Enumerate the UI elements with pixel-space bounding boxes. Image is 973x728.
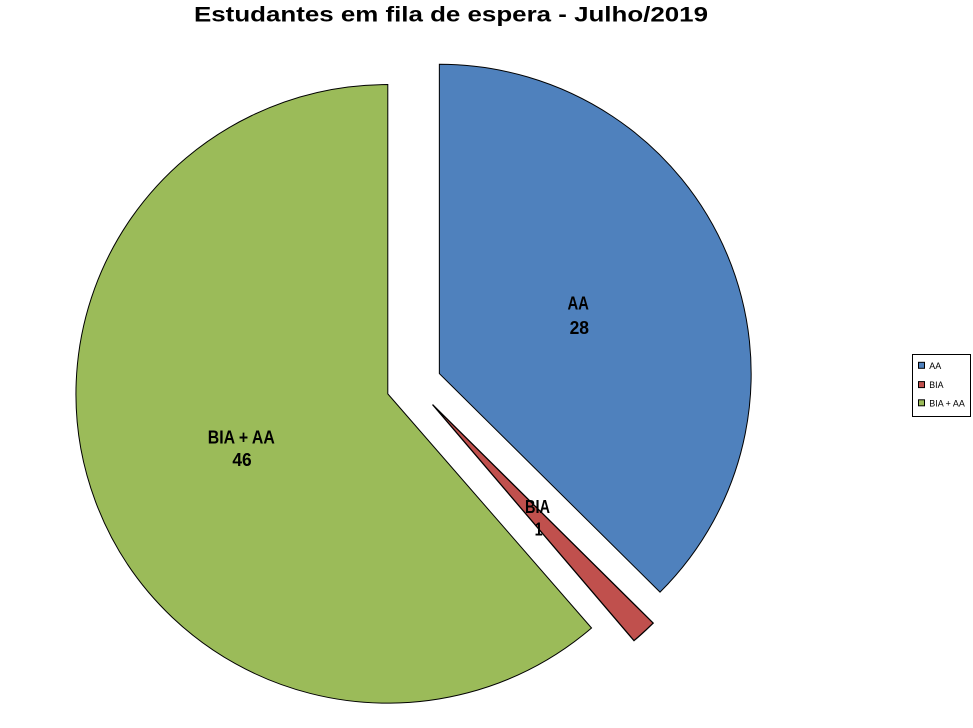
svg-text:BIA + AA: BIA + AA xyxy=(929,398,965,408)
svg-text:BIA + AA: BIA + AA xyxy=(208,428,275,448)
svg-text:BIA: BIA xyxy=(929,380,943,390)
svg-text:Estudantes em fila de espera -: Estudantes em fila de espera - Julho/201… xyxy=(194,4,708,27)
svg-text:BIA: BIA xyxy=(525,497,550,517)
svg-text:28: 28 xyxy=(570,318,589,338)
svg-text:AA: AA xyxy=(929,361,941,371)
svg-text:1: 1 xyxy=(535,519,543,539)
svg-text:46: 46 xyxy=(232,450,251,470)
svg-text:AA: AA xyxy=(567,294,589,314)
